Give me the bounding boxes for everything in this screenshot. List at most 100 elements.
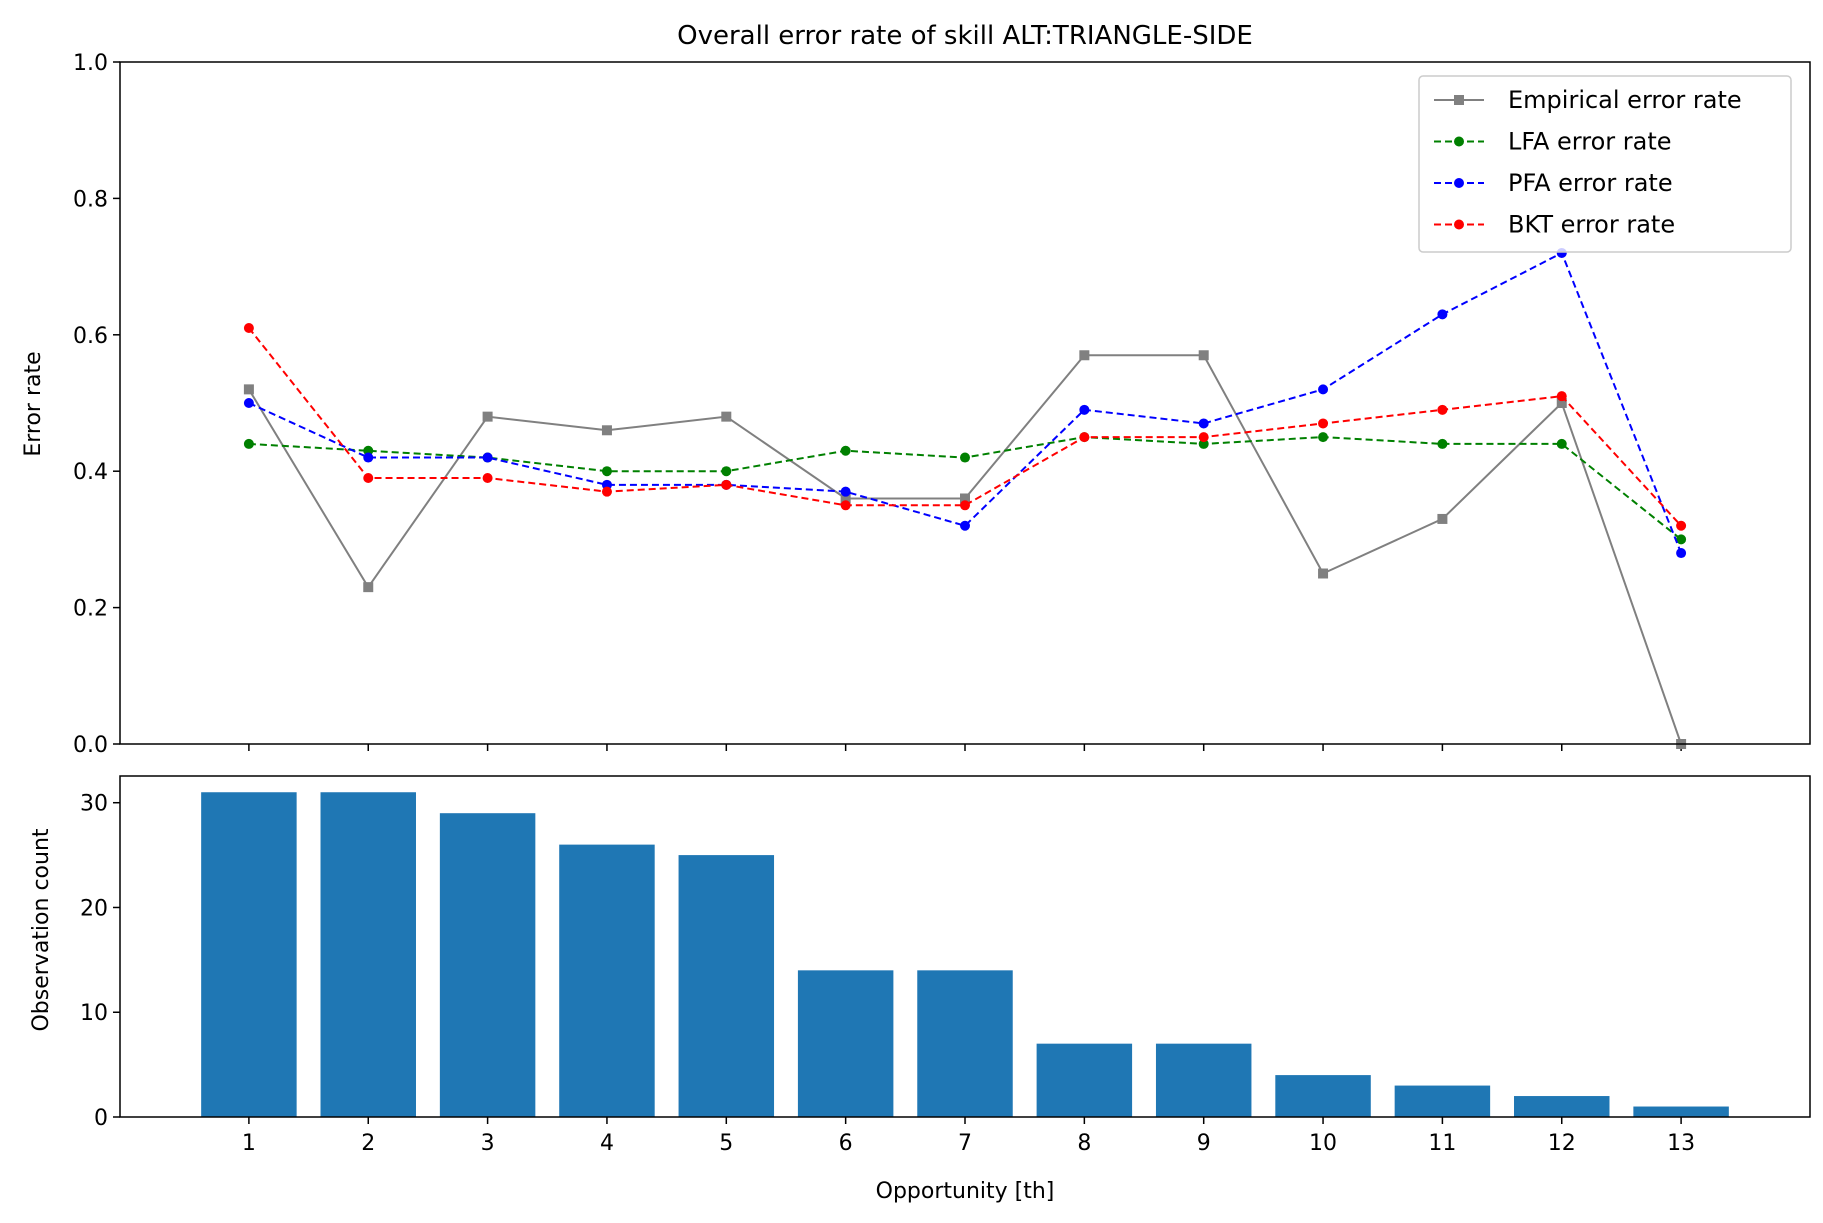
data-point	[1318, 432, 1329, 443]
data-point	[1556, 391, 1567, 402]
observation-count-chart: Observation count Opportunity [th] 01020…	[29, 775, 1811, 1204]
bar-opportunity-6	[797, 970, 894, 1117]
data-point	[960, 452, 970, 463]
data-point	[243, 398, 254, 408]
bar-opportunity-7	[917, 970, 1013, 1117]
data-point	[243, 322, 254, 333]
observation-count-y-tick-label: 20	[80, 896, 108, 921]
data-point	[960, 500, 970, 511]
observation-count-plot-frame	[119, 775, 1811, 1118]
observation-count-y-tick-label: 10	[80, 1001, 108, 1026]
data-point	[1079, 404, 1090, 415]
data-point	[1676, 548, 1687, 559]
opportunity-x-tick-label: 5	[719, 1131, 733, 1156]
error-rate-y-tick-label: 0.2	[73, 597, 108, 622]
opportunity-x-axis-label: Opportunity [th]	[876, 1179, 1055, 1204]
data-point	[721, 466, 732, 477]
data-point	[1198, 350, 1209, 361]
legend-marker	[1454, 95, 1464, 105]
data-point	[1676, 534, 1687, 545]
data-point	[1556, 438, 1567, 449]
data-point	[1079, 350, 1090, 361]
bar-opportunity-2	[320, 792, 416, 1117]
data-point	[1437, 513, 1448, 524]
data-point	[363, 582, 374, 593]
bar-opportunity-13	[1633, 1106, 1729, 1117]
legend-label: PFA error rate	[1508, 169, 1673, 197]
legend-item-pfa-error-rate: PFA error rate	[1434, 169, 1673, 197]
data-point	[601, 486, 612, 497]
data-point	[363, 452, 374, 463]
data-point	[840, 445, 851, 456]
data-point	[1437, 438, 1448, 449]
data-point	[840, 486, 851, 497]
data-point	[721, 479, 732, 490]
error-rate-chart: Overall error rate of skill ALT:TRIANGLE…	[21, 21, 1811, 758]
chart-title: Overall error rate of skill ALT:TRIANGLE…	[677, 21, 1253, 51]
series-pfa-error-rate	[243, 247, 1687, 559]
opportunity-x-tick-label: 13	[1667, 1131, 1695, 1156]
data-point	[1318, 384, 1329, 395]
legend-item-empirical-error-rate: Empirical error rate	[1434, 86, 1742, 114]
bar-opportunity-4	[559, 844, 655, 1117]
opportunity-x-tick-label: 2	[361, 1131, 375, 1156]
legend-item-bkt-error-rate: BKT error rate	[1434, 211, 1675, 239]
legend-marker	[1454, 178, 1464, 188]
legend-box	[1418, 75, 1792, 253]
bar-opportunity-8	[1036, 1043, 1133, 1117]
opportunity-x-tick-label: 10	[1309, 1131, 1337, 1156]
error-rate-y-tick-label: 0.4	[73, 460, 108, 485]
data-point	[482, 452, 493, 463]
data-point	[1198, 432, 1209, 443]
opportunity-x-tick-label: 11	[1428, 1131, 1456, 1156]
data-point	[840, 500, 851, 511]
data-point	[1079, 432, 1090, 443]
data-point	[243, 438, 254, 449]
error-rate-y-axis-label: Error rate	[21, 351, 46, 456]
data-point	[1676, 520, 1687, 531]
legend-marker	[1454, 219, 1464, 230]
legend-marker	[1454, 136, 1464, 147]
error-rate-plot-frame	[119, 61, 1811, 745]
data-point	[840, 493, 851, 504]
opportunity-x-tick-label: 9	[1197, 1131, 1211, 1156]
opportunity-x-tick-label: 6	[839, 1131, 853, 1156]
data-point	[960, 520, 970, 531]
bar-opportunity-1	[201, 792, 297, 1117]
legend-label: BKT error rate	[1508, 211, 1675, 239]
bar-opportunity-10	[1275, 1075, 1371, 1117]
data-point	[363, 473, 374, 484]
observation-count-y-tick-label: 0	[94, 1106, 108, 1131]
error-rate-y-tick-label: 0.0	[73, 733, 108, 758]
data-point	[482, 411, 493, 422]
bar-opportunity-12	[1514, 1096, 1610, 1117]
data-point	[960, 493, 970, 504]
error-rate-y-tick-label: 1.0	[73, 51, 108, 76]
error-rate-y-tick-label: 0.8	[73, 187, 108, 212]
data-point	[243, 384, 254, 395]
error-rate-y-tick-label: 0.6	[73, 324, 108, 349]
observation-count-y-ticks: 0 10 20 30	[80, 792, 120, 1131]
data-point	[1556, 398, 1567, 408]
observation-count-y-tick-label: 30	[80, 792, 108, 817]
opportunity-x-tick-label: 1	[242, 1131, 256, 1156]
opportunity-x-tick-label: 12	[1548, 1131, 1576, 1156]
legend-item-lfa-error-rate: LFA error rate	[1434, 128, 1672, 156]
data-point	[1318, 568, 1329, 579]
data-point	[1437, 404, 1448, 415]
observation-count-x-ticks: 1 2 3 4 5 6 7 8 9 10 11 12 13	[242, 1117, 1695, 1156]
data-point	[1437, 309, 1448, 320]
opportunity-x-tick-label: 4	[600, 1131, 614, 1156]
error-rate-y-ticks: 0.0 0.2 0.4 0.6 0.8 1.0	[73, 51, 120, 758]
series-empirical-error-rate	[243, 350, 1687, 749]
observation-count-bars	[201, 792, 1729, 1117]
data-point	[601, 466, 612, 477]
data-point	[721, 411, 732, 422]
legend: Empirical error rate LFA error rate PFA er…	[1418, 75, 1792, 253]
bar-opportunity-11	[1394, 1085, 1491, 1117]
opportunity-x-tick-label: 8	[1077, 1131, 1091, 1156]
legend-label: Empirical error rate	[1508, 86, 1742, 114]
data-point	[1318, 418, 1329, 429]
opportunity-x-tick-label: 3	[481, 1131, 495, 1156]
